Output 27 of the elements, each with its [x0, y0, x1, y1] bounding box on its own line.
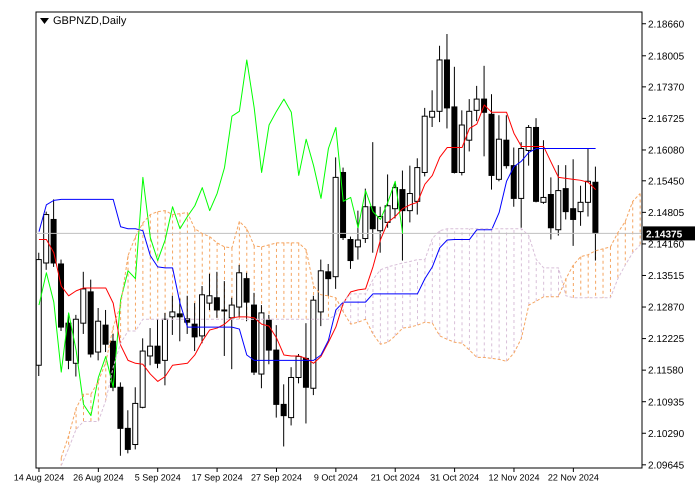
- chart-title: GBPNZD,Daily: [53, 15, 126, 27]
- x-tick-label: 27 Sep 2024: [250, 472, 302, 482]
- y-tick-label: 2.12870: [648, 302, 685, 314]
- x-tick-label: 5 Sep 2024: [134, 472, 181, 482]
- y-tick-label: 2.17370: [648, 82, 685, 94]
- y-tick-label: 2.15450: [648, 176, 685, 188]
- x-tick-label: 21 Oct 2024: [370, 472, 420, 482]
- y-tick-label: 2.10290: [648, 428, 685, 440]
- x-tick-label: 31 Oct 2024: [430, 472, 480, 482]
- x-tick-label: 14 Aug 2024: [14, 472, 64, 482]
- x-tick-label: 9 Oct 2024: [314, 472, 358, 482]
- ref-line-label: 2.14375: [646, 229, 683, 240]
- y-tick-label: 2.18660: [648, 19, 685, 30]
- y-tick-label: 2.09645: [648, 460, 685, 472]
- y-tick-label: 2.10935: [648, 397, 685, 408]
- x-tick-label: 22 Nov 2024: [548, 472, 599, 482]
- x-tick-label: 17 Sep 2024: [192, 472, 243, 482]
- y-tick-label: 2.16080: [648, 146, 685, 157]
- y-tick-label: 2.18005: [648, 51, 685, 62]
- y-tick-label: 2.16725: [648, 114, 685, 125]
- y-tick-label: 2.12225: [648, 334, 685, 346]
- y-tick-label: 2.14160: [648, 239, 685, 250]
- y-tick-label: 2.11580: [648, 366, 684, 377]
- y-tick-label: 2.13515: [648, 271, 685, 282]
- x-tick-label: 26 Aug 2024: [73, 472, 124, 482]
- y-tick-label: 2.14805: [648, 208, 685, 219]
- x-tick-label: 12 Nov 2024: [488, 472, 540, 482]
